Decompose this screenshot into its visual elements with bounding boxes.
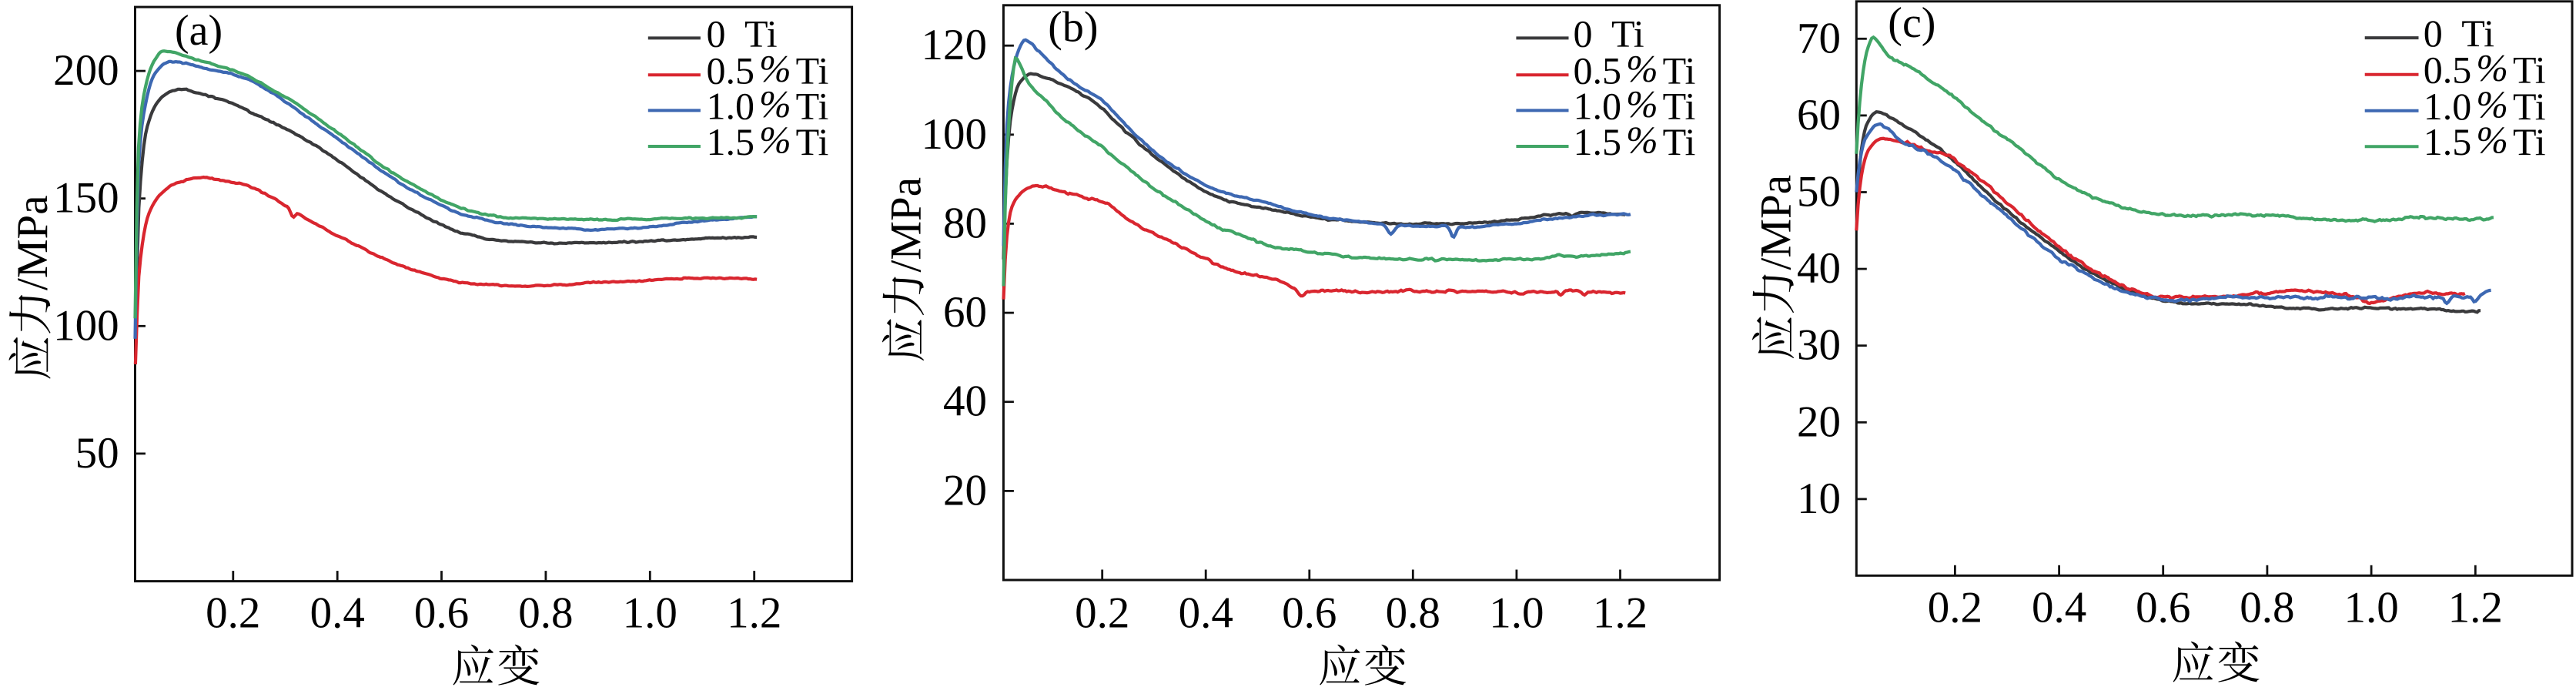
svg-text:0.2: 0.2 [206,588,260,637]
svg-text:1.5%Ti: 1.5% Ti [2424,118,2546,163]
svg-text:/MPa: /MPa [8,195,57,290]
svg-text:1.0%Ti: 1.0% Ti [707,82,829,127]
svg-text:0.4: 0.4 [1179,588,1233,637]
svg-text:0.6: 0.6 [1282,588,1337,637]
svg-text:1.2: 1.2 [727,588,781,637]
svg-text:0.2: 0.2 [1075,588,1129,637]
svg-text:/MPa: /MPa [1752,175,1801,270]
svg-text:1.0%Ti: 1.0% Ti [1574,82,1696,127]
svg-text:20: 20 [943,466,987,515]
svg-text:200: 200 [53,46,119,95]
svg-text:70: 70 [1797,14,1841,62]
svg-text:20: 20 [1797,397,1841,446]
svg-text:(a): (a) [175,7,222,55]
svg-text:60: 60 [1797,91,1841,139]
svg-text:0.4: 0.4 [310,588,365,637]
svg-text:0.5%Ti: 0.5% Ti [2424,46,2546,92]
svg-text:/MPa: /MPa [882,177,931,273]
svg-text:1.5%Ti: 1.5% Ti [707,118,829,163]
svg-text:1.0: 1.0 [623,588,677,637]
svg-text:1.5%Ti: 1.5% Ti [1574,118,1696,163]
svg-text:0.4: 0.4 [2032,583,2086,632]
svg-text:80: 80 [943,199,987,247]
svg-text:120: 120 [922,21,988,69]
svg-text:(c): (c) [1888,0,1935,47]
svg-text:0.6: 0.6 [414,588,469,637]
svg-text:50: 50 [75,429,119,478]
svg-text:1.0%Ti: 1.0% Ti [2424,82,2546,128]
svg-text:0.5%Ti: 0.5% Ti [1574,46,1696,92]
svg-text:0.8: 0.8 [1386,588,1440,637]
svg-text:0.5%Ti: 0.5% Ti [707,46,829,92]
svg-text:0.2: 0.2 [1928,583,1982,632]
svg-text:0.8: 0.8 [2240,583,2294,632]
svg-text:30: 30 [1797,321,1841,370]
svg-text:40: 40 [1797,244,1841,293]
svg-text:0.6: 0.6 [2136,583,2190,632]
svg-text:100: 100 [53,301,119,350]
svg-text:40: 40 [943,377,987,426]
svg-text:10: 10 [1797,474,1841,523]
svg-text:60: 60 [943,288,987,337]
svg-text:50: 50 [1797,168,1841,216]
svg-text:1.2: 1.2 [1593,588,1648,637]
svg-text:150: 150 [53,174,119,223]
svg-text:1.0: 1.0 [1489,588,1544,637]
svg-text:100: 100 [922,110,988,159]
svg-text:0.8: 0.8 [518,588,573,637]
svg-text:1.0: 1.0 [2343,583,2398,632]
svg-text:(b): (b) [1048,4,1098,52]
svg-text:1.2: 1.2 [2448,583,2503,632]
